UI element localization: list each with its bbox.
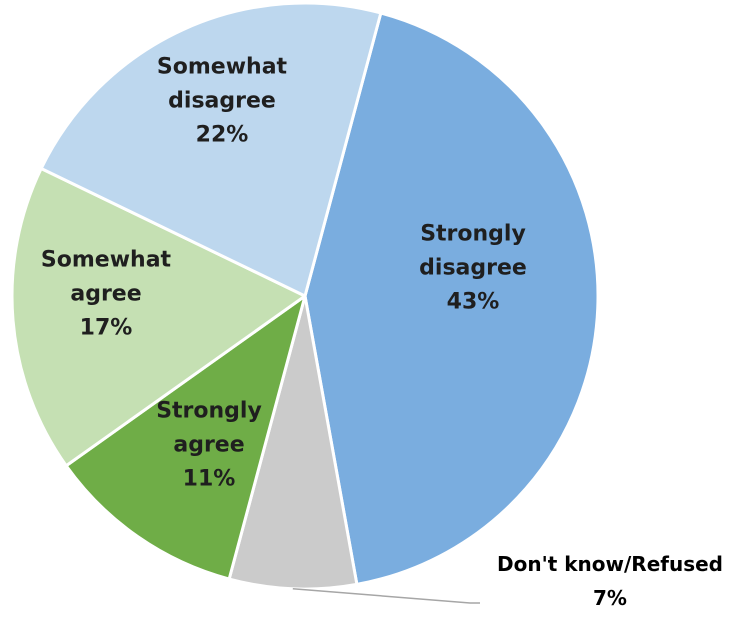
leader-line-dont-know-refused	[292, 587, 480, 604]
pie-slices	[10, 1, 600, 591]
pie-slice-don-t-know-refused	[227, 294, 359, 591]
slice-label-strongly-agree: Strongly agree 11%	[156, 399, 262, 492]
pie-slice-strongly-disagree	[303, 11, 600, 586]
leader-lines	[292, 587, 480, 604]
slice-label-strongly-disagree: Strongly disagree 43%	[419, 222, 527, 315]
slice-label-somewhat-agree: Somewhat agree 17%	[41, 248, 172, 341]
pie-slice-somewhat-agree	[10, 166, 307, 468]
pie-slice-somewhat-disagree	[39, 1, 383, 298]
pie-slice-strongly-agree	[64, 294, 307, 581]
slice-labels: Strongly disagree 43% Don't know/Refused 7% S…	[41, 55, 723, 610]
slice-label-somewhat-disagree: Somewhat disagree 22%	[157, 55, 288, 148]
slice-label-don-t-know-refused: Don't know/Refused 7%	[497, 552, 723, 610]
